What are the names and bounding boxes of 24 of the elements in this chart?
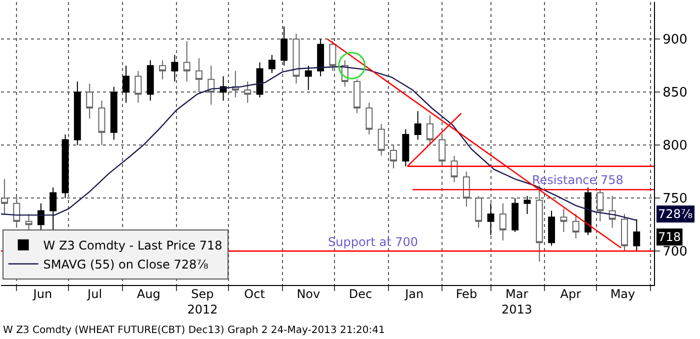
text: W Z3 Comdty (WHEAT FUTURE(CBT) Dec13) Graph 2 24-May-2013 21:20:41: [3, 325, 385, 336]
annotation: 718: [658, 230, 681, 244]
x-tick-label: Jun: [32, 287, 52, 301]
x-tick-label: Oct: [244, 287, 266, 301]
x-tick-label: Mar 2013: [502, 287, 532, 317]
x-tick-label: Sep 2012: [187, 287, 218, 317]
x-tick-label: Feb: [456, 287, 478, 301]
ref-line-label: Support at 700: [328, 235, 418, 249]
y-tick-label: 700: [662, 244, 688, 260]
x-tick-label: Nov: [296, 287, 320, 301]
y-tick-label: 800: [662, 138, 688, 154]
x-tick-label: Apr: [560, 287, 582, 301]
legend-label: SMAVG (55) on Close 728⁷⁄₈: [43, 258, 208, 272]
y-tick-label: 850: [662, 86, 688, 101]
y-tick-label: 750: [662, 192, 688, 207]
x-tick-label: May: [610, 287, 636, 301]
x-tick-label: Dec: [348, 287, 372, 301]
annotation: 728⁷⁄₈: [658, 207, 693, 221]
x-tick-label: Jan: [404, 287, 424, 301]
y-tick-label: 900: [662, 32, 688, 48]
annotation: Resistance 758: [532, 173, 624, 187]
x-tick-label: Aug: [136, 287, 160, 301]
x-tick-label: Jul: [86, 287, 102, 301]
legend-label: W Z3 Comdty - Last Price 718: [43, 238, 222, 253]
